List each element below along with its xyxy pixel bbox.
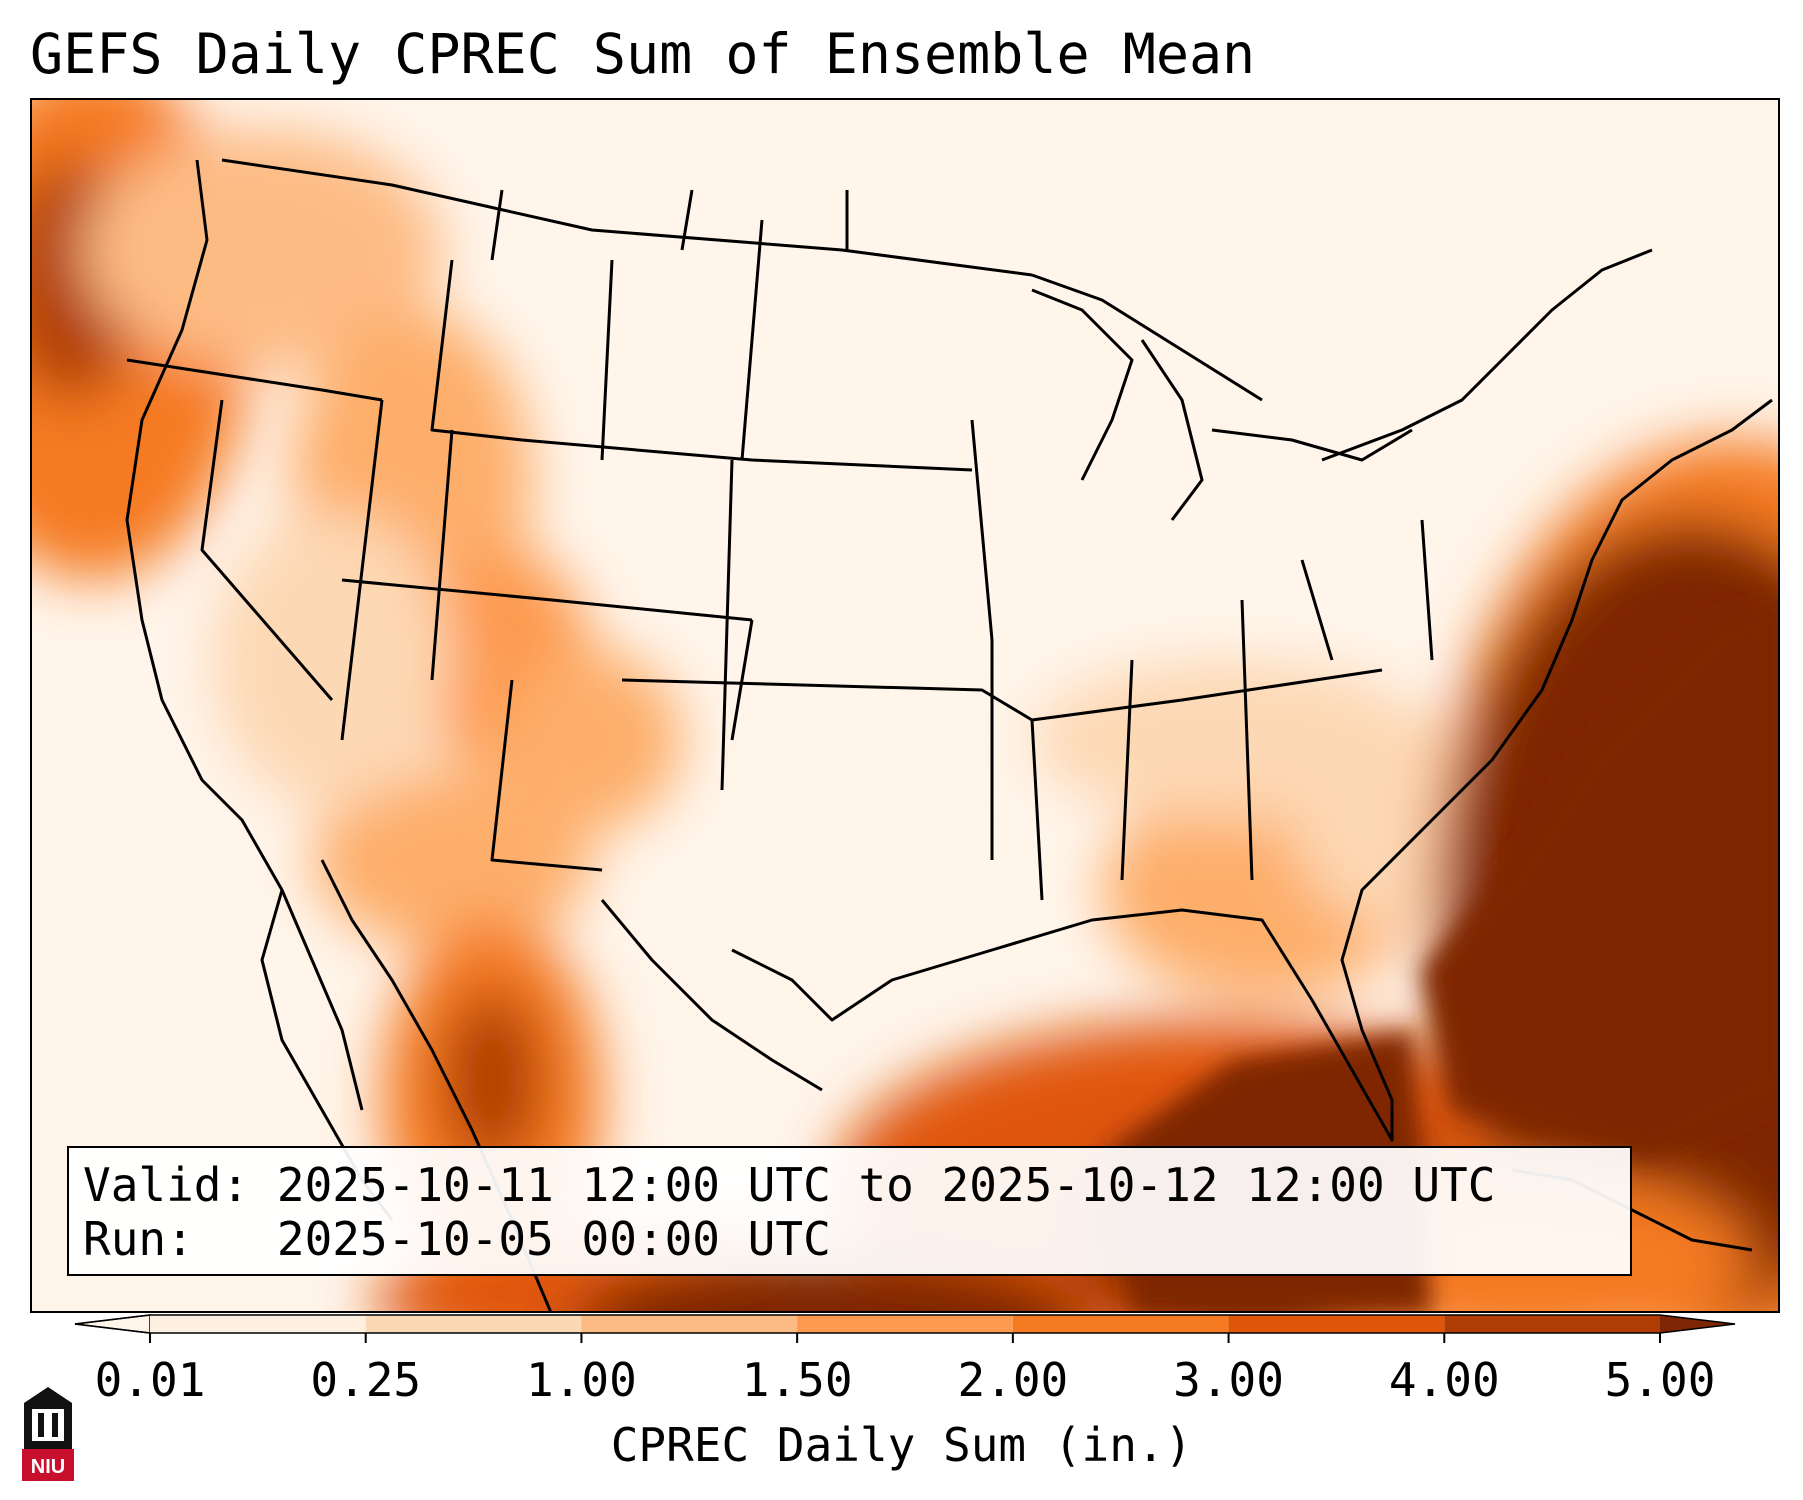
colorbar-tick-label: 2.00: [957, 1353, 1069, 1407]
colorbar-label: CPREC Daily Sum (in.): [610, 1418, 1193, 1472]
boundaries: [125, 158, 1773, 1311]
colorbar-segment: [1012, 1315, 1229, 1333]
colorbar-tick-label: 3.00: [1173, 1353, 1284, 1407]
colorbar-tick-label: 5.00: [1604, 1353, 1716, 1407]
niu-logo: NIU: [22, 1387, 74, 1481]
colorbar-segment: [797, 1315, 1013, 1333]
colorbar-tick-label: 0.25: [310, 1353, 422, 1407]
info-box: Valid: 2025-10-11 12:00 UTC to 2025-10-1…: [67, 1146, 1632, 1276]
precip-map[interactable]: [30, 98, 1780, 1313]
colorbar-segment: [1444, 1315, 1660, 1333]
svg-text:NIU: NIU: [31, 1456, 65, 1478]
valid-value: 2025-10-11 12:00 UTC to 2025-10-12 12:00…: [276, 1158, 1496, 1212]
colorbar-over-arrow: [1660, 1315, 1735, 1333]
colorbar-tick-label: 0.01: [94, 1353, 206, 1407]
run-value: 2025-10-05 00:00 UTC: [276, 1212, 831, 1266]
run-label: Run:: [83, 1212, 194, 1266]
chart-title: GEFS Daily CPREC Sum of Ensemble Mean: [30, 22, 1256, 86]
precip-field: [32, 100, 1778, 1311]
colorbar-tick-label: 1.50: [741, 1353, 853, 1407]
colorbar-segment: [581, 1315, 798, 1333]
colorbar-segment: [1228, 1315, 1445, 1333]
colorbar: [74, 1314, 1736, 1343]
colorbar-tick-label: 4.00: [1388, 1353, 1500, 1407]
colorbar-segment: [365, 1315, 582, 1333]
colorbar-segment: [150, 1315, 366, 1333]
colorbar-tick-label: 1.00: [526, 1353, 637, 1407]
colorbar-under-arrow: [74, 1314, 151, 1334]
valid-label: Valid:: [83, 1158, 250, 1212]
map-svg: [32, 100, 1778, 1311]
